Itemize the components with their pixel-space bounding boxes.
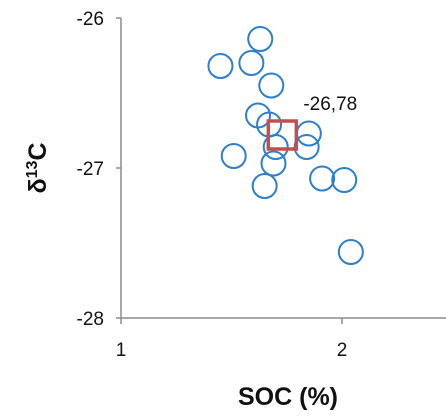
data-point-circle [220, 143, 247, 169]
x-axis-title: SOC (%) [238, 383, 338, 411]
data-point-circle [262, 134, 289, 160]
annotations: -26,78 [303, 94, 357, 115]
tick-labels: -26 -27 -28 1 2 [77, 9, 348, 361]
x-tick-label: 2 [337, 340, 348, 361]
data-point-circle [260, 150, 287, 177]
data-point-circle [331, 167, 358, 193]
data-point-circle [258, 72, 285, 99]
data-point-circle [207, 53, 234, 79]
y-tick-label: -27 [77, 159, 104, 180]
axes [116, 17, 446, 324]
y-tick-label: -26 [77, 9, 104, 30]
data-point-circle [247, 26, 274, 52]
tick-marks [116, 17, 343, 324]
data-point-circle [309, 165, 336, 192]
data-markers [207, 26, 364, 265]
data-point-circle [238, 50, 265, 76]
y-axis-title-base: δ [24, 178, 52, 193]
y-tick-label: -28 [77, 309, 104, 330]
annotation-label: -26,78 [303, 94, 357, 115]
data-point-circle [337, 239, 364, 265]
y-axis-title-tail: C [24, 142, 52, 160]
y-axis-title: δ13C [24, 142, 52, 193]
data-point-circle [293, 134, 320, 160]
x-tick-label: 1 [116, 340, 127, 361]
data-point-circle [251, 173, 278, 199]
y-axis-title-superscript: 13 [24, 160, 41, 178]
highlight-point-square [266, 119, 299, 151]
